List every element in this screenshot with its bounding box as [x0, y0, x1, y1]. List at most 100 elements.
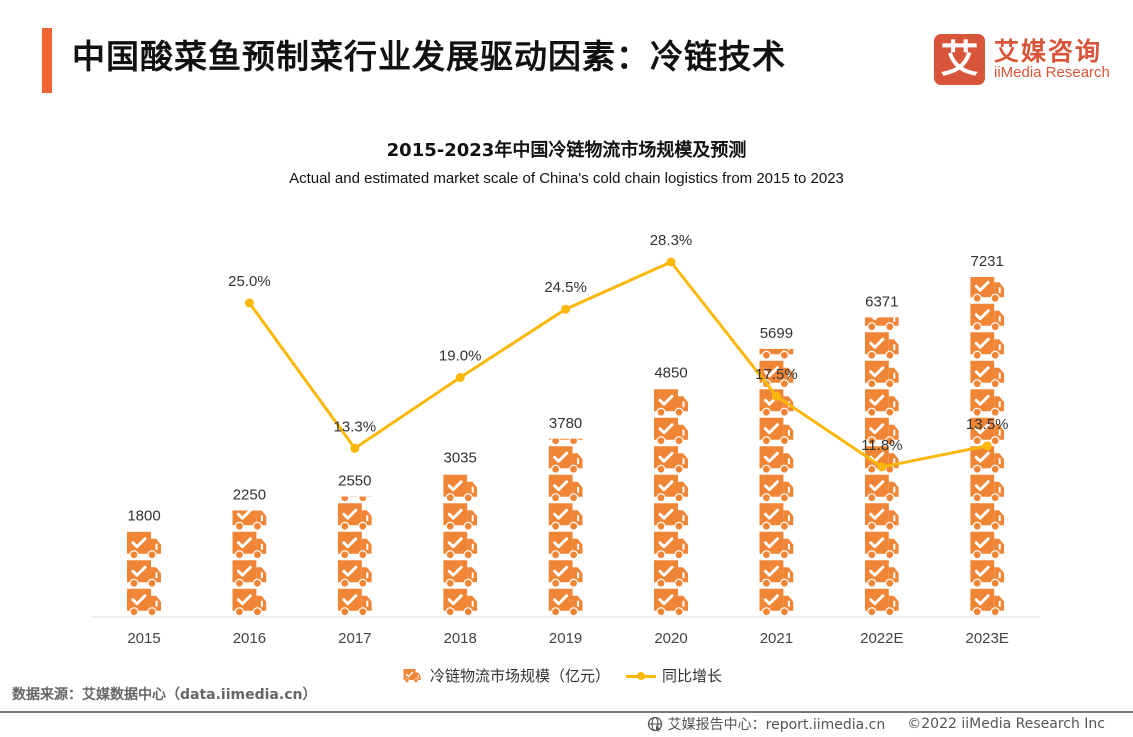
x-tick-label: 2018 [444, 630, 477, 647]
logo-mark-icon: 艾 [934, 34, 985, 85]
truck-icon [548, 531, 583, 560]
growth-point [561, 304, 571, 314]
chart-title: 2015-2023年中国冷链物流市场规模及预测 [386, 140, 747, 161]
truck-icon [864, 332, 899, 361]
bar-value-label: 4850 [654, 365, 687, 382]
growth-value-label: 24.5% [544, 279, 587, 296]
growth-point [244, 298, 254, 308]
truck-icon [232, 588, 267, 616]
x-tick-label: 2015 [127, 630, 160, 647]
legend-line-icon [626, 669, 657, 683]
truck-icon [443, 531, 478, 560]
truck-icon [127, 531, 161, 560]
truck-icon [548, 560, 583, 589]
growth-value-label: 28.3% [650, 232, 693, 249]
truck-icon [970, 560, 1005, 589]
growth-value-label: 13.3% [334, 418, 377, 435]
truck-icon [970, 588, 1005, 616]
truck-icon [654, 588, 688, 616]
truck-icon [654, 417, 688, 446]
truck-icon [654, 560, 688, 589]
bar-value-label: 6371 [865, 293, 898, 310]
truck-icon [864, 389, 899, 418]
truck-icon [443, 474, 478, 503]
iimedia-logo: 艾 艾媒咨询 iiMedia Research [934, 34, 1124, 86]
truck-icon [443, 588, 478, 616]
data-source: 数据来源：艾媒数据中心（data.iimedia.cn） [12, 687, 317, 703]
chart-legend: 冷链物流市场规模（亿元） 同比增长 [400, 665, 722, 686]
truck-icon [337, 560, 372, 589]
truck-icon [654, 389, 688, 418]
truck-icon [759, 503, 794, 532]
truck-icon [443, 503, 478, 532]
truck-icon [759, 474, 794, 503]
truck-icon [654, 531, 688, 560]
truck-icon [864, 503, 899, 532]
growth-value-label: 11.8% [861, 437, 902, 454]
truck-icon [864, 560, 899, 589]
growth-point [877, 462, 887, 472]
truck-icon [864, 360, 899, 389]
truck-icon [864, 588, 899, 616]
x-tick-label: 2020 [654, 630, 687, 647]
truck-icon [443, 560, 478, 589]
truck-icon [970, 303, 1005, 332]
x-tick-label: 2022E [860, 630, 903, 647]
bar-value-label: 3780 [549, 415, 582, 432]
truck-icon [548, 503, 583, 532]
growth-point [350, 443, 360, 453]
truck-icon [864, 474, 899, 503]
truck-icon [548, 474, 583, 503]
page-title: 中国酸菜鱼预制菜行业发展驱动因素：冷链技术 [72, 37, 786, 76]
truck-icon [970, 360, 1005, 389]
legend-bar-label: 冷链物流市场规模（亿元） [430, 667, 611, 685]
truck-icon [759, 446, 794, 475]
legend-line-label: 同比增长 [662, 667, 723, 685]
growth-point [771, 391, 781, 401]
bar-value-label: 2250 [233, 487, 266, 504]
footer: 艾媒报告中心：report.iimedia.cn ©2022 iiMedia R… [647, 714, 1105, 734]
truck-icon [127, 560, 161, 589]
growth-point [455, 373, 465, 383]
truck-icon [654, 446, 688, 475]
truck-icon [970, 531, 1005, 560]
growth-value-label: 19.0% [439, 348, 482, 365]
growth-value-label: 17.5% [755, 366, 798, 383]
report-center-link[interactable]: 艾媒报告中心：report.iimedia.cn [667, 717, 886, 733]
truck-icon [548, 446, 583, 475]
logo-name-en: iiMedia Research [994, 64, 1110, 81]
truck-icon [337, 588, 372, 616]
truck-icon [970, 332, 1005, 361]
truck-icon [759, 417, 794, 446]
bar-value-label: 1800 [127, 508, 160, 525]
copyright: ©2022 iiMedia Research Inc [907, 716, 1105, 732]
growth-value-label: 25.0% [228, 273, 271, 290]
title-accent-bar [42, 28, 52, 93]
x-tick-label: 2016 [233, 630, 266, 647]
truck-icon [232, 531, 267, 560]
growth-point [666, 257, 676, 267]
growth-value-label: 13.5% [966, 416, 1009, 433]
truck-icon [337, 531, 372, 560]
bar-2018 [443, 473, 478, 616]
growth-point [982, 441, 992, 451]
truck-icon [970, 474, 1005, 503]
growth-line [248, 260, 988, 469]
globe-icon [647, 716, 662, 732]
logo-name-cn: 艾媒咨询 [994, 37, 1103, 66]
chart-subtitle: Actual and estimated market scale of Chi… [289, 170, 844, 187]
truck-icon [654, 474, 688, 503]
truck-icon [864, 531, 899, 560]
bar-value-label: 7231 [971, 253, 1004, 270]
truck-icon [232, 560, 267, 589]
bar-value-label: 2550 [338, 472, 371, 489]
truck-icon [549, 389, 583, 416]
truck-icon [337, 503, 372, 532]
bar-value-label: 3035 [444, 450, 477, 467]
x-tick-label: 2019 [549, 630, 582, 647]
legend-truck-icon [400, 669, 424, 683]
footer-divider [0, 711, 1133, 713]
truck-icon [970, 503, 1005, 532]
x-tick-label: 2021 [760, 630, 793, 647]
truck-icon [759, 588, 794, 616]
